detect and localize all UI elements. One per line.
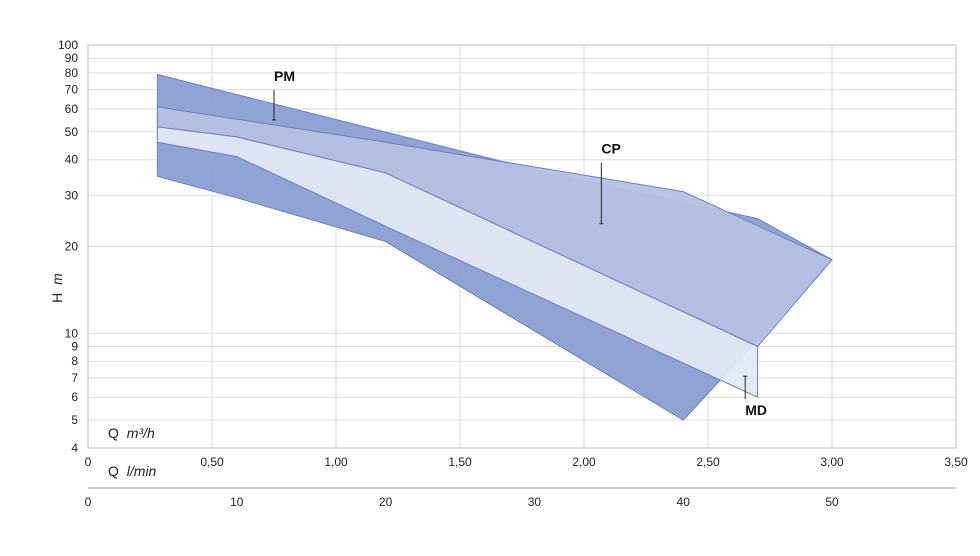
x2-tick-10: 10: [230, 495, 244, 509]
series-areas: [156, 74, 833, 421]
series-label-pm: PM: [274, 68, 295, 84]
x2-tick-30: 30: [528, 495, 542, 509]
area-md: [156, 126, 759, 398]
y-tick-5: 5: [71, 413, 78, 427]
x-axis-title-primary: Q m³/h: [108, 425, 155, 441]
x-tick-0: 0: [85, 455, 92, 469]
annotation-leaders: [272, 90, 748, 400]
y-tick-80: 80: [65, 66, 79, 80]
y-tick-40: 40: [65, 153, 79, 167]
x-tick-1-50: 1,50: [448, 455, 472, 469]
x2-tick-0: 0: [85, 495, 92, 509]
y-tick-9: 9: [71, 339, 78, 353]
plot-frame: [87, 44, 957, 449]
x-tick-3-50: 3,50: [944, 455, 968, 469]
x-tick-0-50: 0,50: [200, 455, 224, 469]
y-tick-60: 60: [65, 102, 79, 116]
y-tick-100: 100: [58, 38, 78, 52]
x-axis-title-secondary: Q l/min: [108, 463, 157, 479]
series-label-md: MD: [745, 402, 767, 418]
x-axis-title-secondary-unit: l/min: [127, 463, 157, 479]
y-tick-30: 30: [65, 189, 79, 203]
x2-tick-labels: 0 10 20 30 40 50: [85, 495, 839, 509]
y-tick-10: 10: [65, 326, 79, 340]
y-axis-title-unit: m: [49, 273, 65, 285]
x-tick-labels: 0 0,50 1,00 1,50 2,00 2,50 3,00 3,50: [85, 455, 968, 469]
x-tick-1-00: 1,00: [324, 455, 348, 469]
y-axis-title: H m: [49, 273, 65, 303]
y-axis-title-main: H: [49, 293, 65, 303]
x-tick-2-00: 2,00: [572, 455, 596, 469]
x2-tick-20: 20: [379, 495, 393, 509]
x-axis-title-primary-main: Q: [108, 425, 119, 441]
x2-tick-50: 50: [825, 495, 839, 509]
y-tick-90: 90: [65, 51, 79, 65]
y-tick-4: 4: [71, 441, 78, 455]
x-tick-3-00: 3,00: [820, 455, 844, 469]
y-tick-70: 70: [65, 83, 79, 97]
y-tick-7: 7: [71, 371, 78, 385]
series-label-cp: CP: [601, 141, 620, 157]
y-tick-50: 50: [65, 125, 79, 139]
y-tick-20: 20: [65, 240, 79, 254]
series-labels: PM CP MD: [274, 68, 767, 418]
x-axis-title-primary-unit: m³/h: [127, 425, 155, 441]
x-tick-2-50: 2,50: [696, 455, 720, 469]
y-tick-8: 8: [71, 354, 78, 368]
y-tick-6: 6: [71, 390, 78, 404]
x-axis-title-secondary-main: Q: [108, 463, 119, 479]
x2-tick-40: 40: [677, 495, 691, 509]
